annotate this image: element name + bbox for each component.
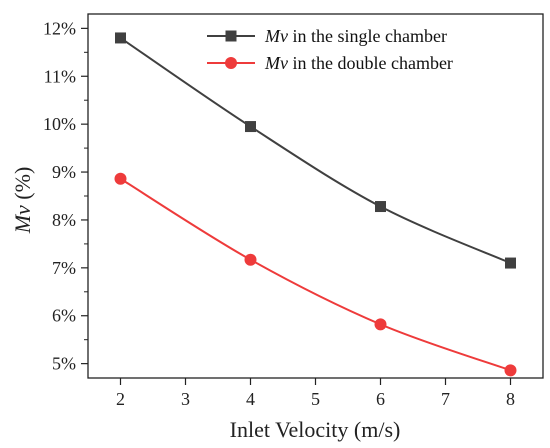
legend-entry: Mv in the single chamber (207, 26, 447, 46)
y-axis-title-symbol: Mv (10, 205, 35, 234)
x-tick-label: 6 (376, 389, 385, 409)
axes: 2 3 4 5 6 7 8 5% 6% 7% 8% 9% 10% 11% 12% (43, 13, 544, 409)
y-tick-label: 9% (52, 162, 76, 182)
legend-marker (225, 57, 237, 69)
x-tick-label: 3 (181, 389, 190, 409)
y-tick-label: 6% (52, 306, 76, 326)
data-point (244, 253, 257, 266)
legend-entry: Mv in the double chamber (207, 53, 453, 73)
series-layer (114, 32, 517, 377)
data-point (115, 32, 126, 44)
legend-label: Mv in the double chamber (264, 53, 453, 73)
legend-marker (225, 30, 237, 42)
series-line (119, 37, 511, 264)
x-tick-label: 7 (441, 389, 450, 409)
series-line (119, 177, 511, 372)
x-tick-label: 4 (246, 389, 255, 409)
data-point (505, 257, 516, 269)
data-point (374, 318, 387, 331)
y-tick-label: 11% (44, 66, 76, 86)
series-2 (114, 172, 517, 377)
data-point (375, 201, 386, 213)
y-axis-title-unit: (%) (10, 167, 35, 205)
y-axis-title: Mv (%) (10, 167, 35, 235)
y-tick-label: 12% (43, 18, 76, 38)
y-tick-label: 10% (43, 114, 76, 134)
legend-label: Mv in the single chamber (264, 26, 447, 46)
x-axis-title: Inlet Velocity (m/s) (230, 417, 401, 442)
data-point (504, 364, 517, 377)
y-tick-label: 7% (52, 258, 76, 278)
y-tick-label: 5% (52, 354, 76, 374)
x-tick-label: 2 (116, 389, 125, 409)
data-point (245, 121, 256, 133)
series-1 (115, 32, 516, 269)
legend: Mv in the single chamber Mv in the double… (207, 26, 453, 73)
y-tick-label: 8% (52, 210, 76, 230)
x-tick-label: 8 (506, 389, 515, 409)
data-point (114, 172, 127, 185)
x-tick-label: 5 (311, 389, 320, 409)
